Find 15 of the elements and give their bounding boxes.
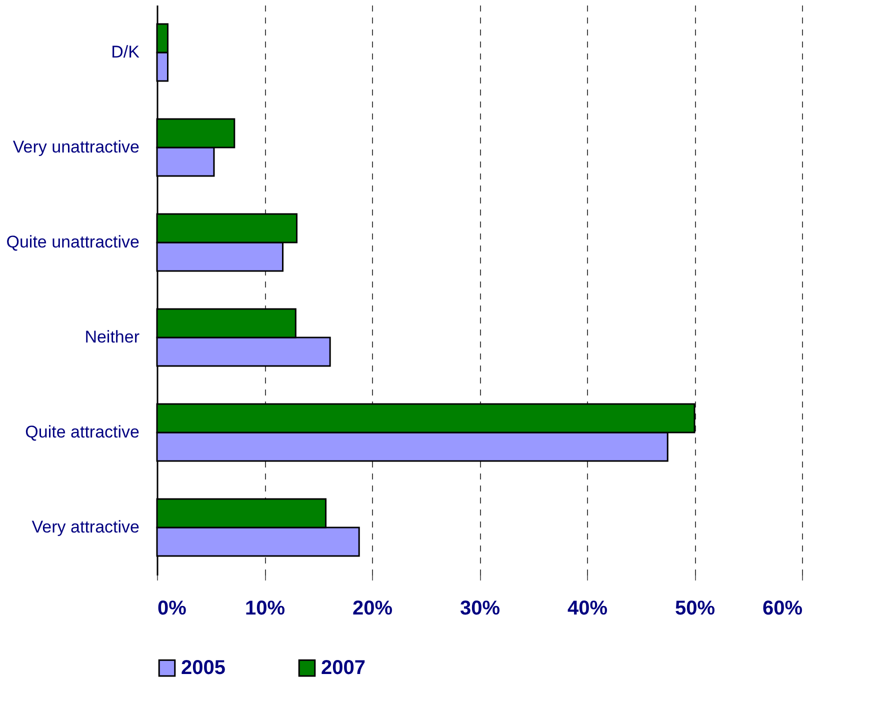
x-tick-label: 20%	[352, 598, 393, 620]
x-tick-label: 50%	[674, 598, 716, 620]
x-tick-label: 10%	[244, 598, 286, 620]
y-tick-label: D/K	[111, 42, 140, 62]
legend-label: 2005	[181, 657, 226, 680]
y-tick-label: Neither	[84, 328, 140, 346]
x-tick-label: 60%	[762, 598, 803, 620]
legend-label: 2007	[321, 657, 366, 680]
y-tick-label: Very attractive	[32, 518, 140, 536]
x-tick-label: 40%	[567, 598, 608, 620]
x-tick-label: 0%	[158, 598, 187, 620]
x-tick-label: 30%	[460, 598, 500, 620]
y-tick-label: Quite unattractive	[6, 232, 140, 252]
y-tick-label: Quite attractive	[25, 422, 140, 442]
y-tick-label: Very unattractive	[12, 138, 140, 156]
